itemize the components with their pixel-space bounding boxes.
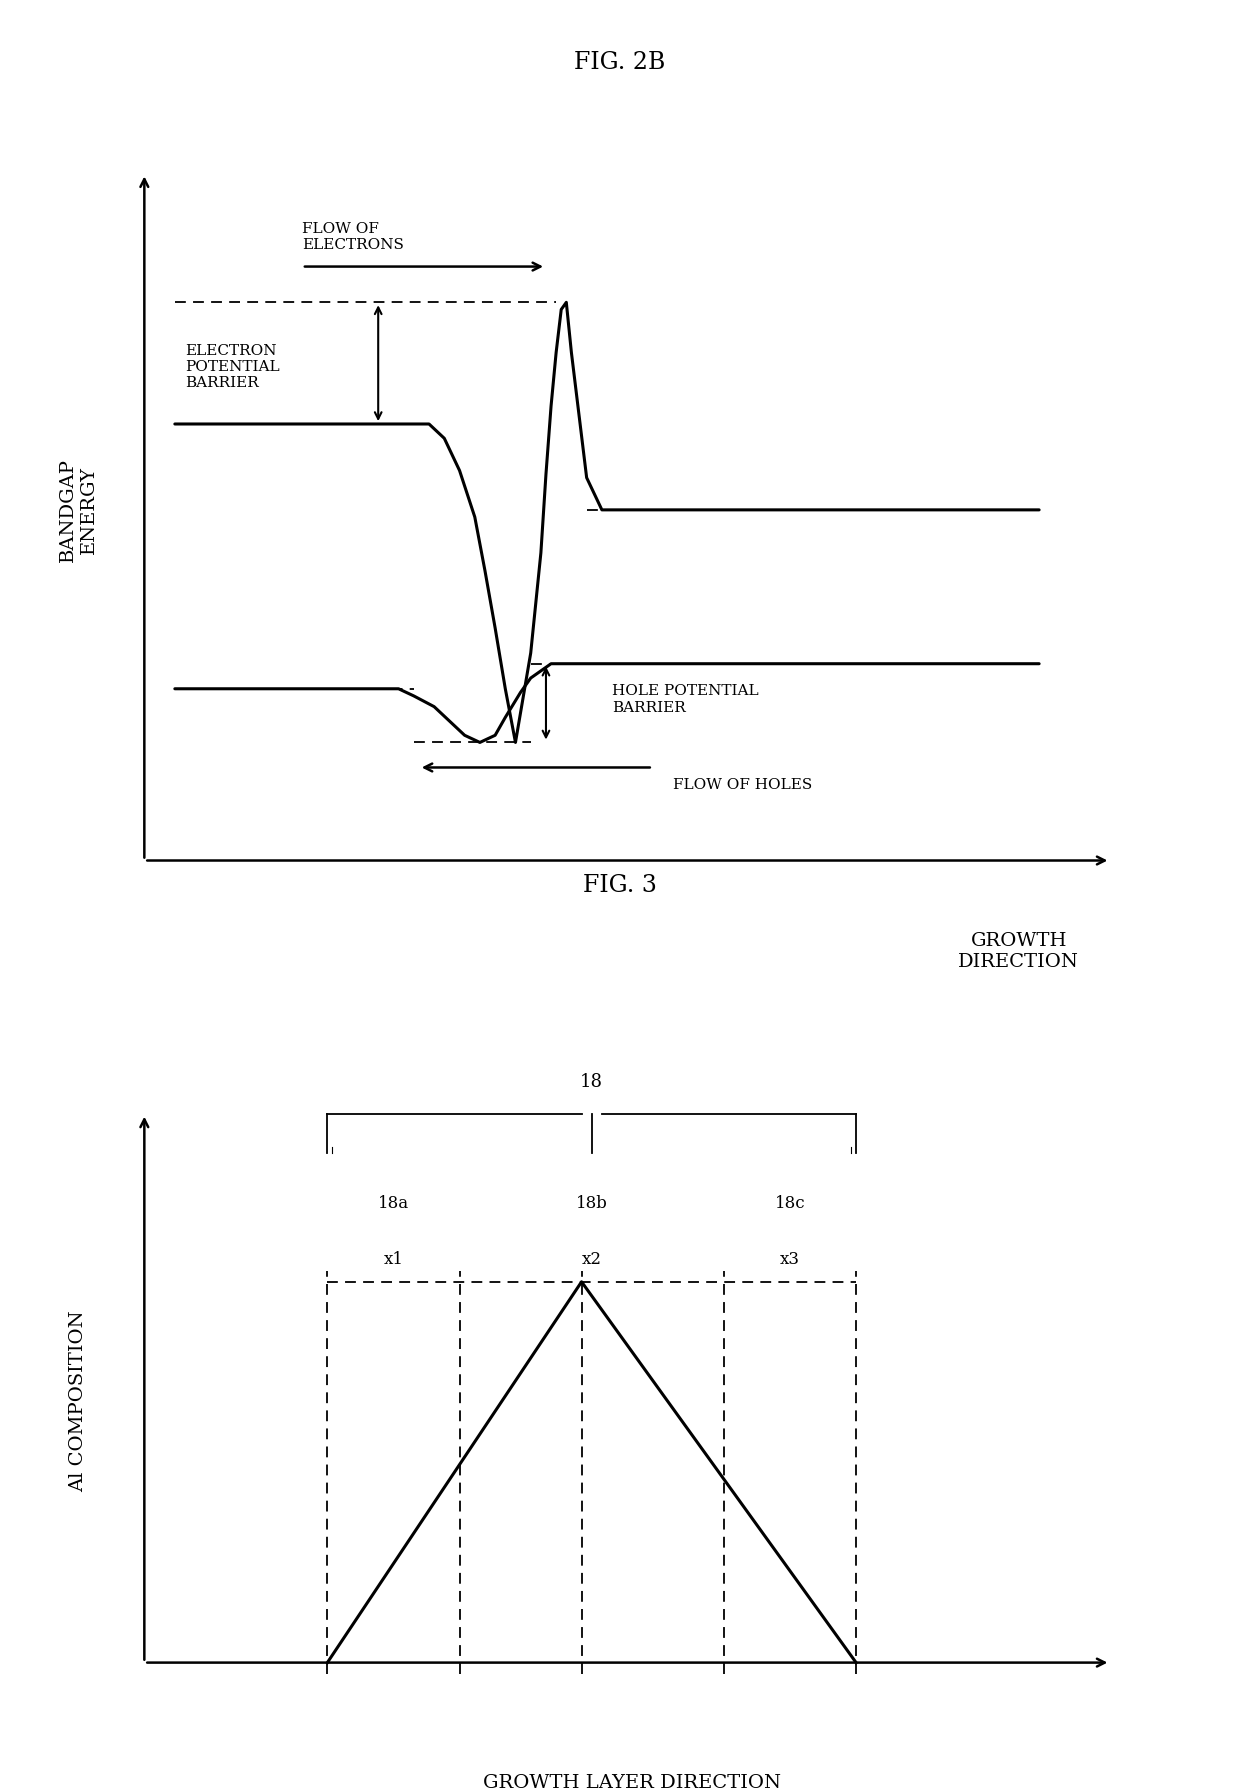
- Text: x3: x3: [780, 1251, 800, 1268]
- Text: FLOW OF HOLES: FLOW OF HOLES: [673, 778, 812, 793]
- Text: Al COMPOSITION: Al COMPOSITION: [69, 1310, 87, 1492]
- Text: FIG. 3: FIG. 3: [583, 875, 657, 896]
- Text: x2: x2: [582, 1251, 601, 1268]
- Text: x1: x1: [383, 1251, 403, 1268]
- Text: FLOW OF
ELECTRONS: FLOW OF ELECTRONS: [301, 222, 404, 252]
- Text: HOLE POTENTIAL
BARRIER: HOLE POTENTIAL BARRIER: [613, 685, 759, 714]
- Text: 18a: 18a: [378, 1195, 409, 1211]
- Text: GROWTH
DIRECTION: GROWTH DIRECTION: [959, 932, 1079, 971]
- Text: 18: 18: [580, 1073, 603, 1091]
- Text: 18b: 18b: [575, 1195, 608, 1211]
- Text: GROWTH LAYER DIRECTION: GROWTH LAYER DIRECTION: [484, 1775, 781, 1789]
- Text: FIG. 2B: FIG. 2B: [574, 52, 666, 73]
- Text: 18c: 18c: [775, 1195, 805, 1211]
- Text: BANDGAP
ENERGY: BANDGAP ENERGY: [58, 458, 98, 562]
- Text: ELECTRON
POTENTIAL
BARRIER: ELECTRON POTENTIAL BARRIER: [185, 343, 280, 390]
